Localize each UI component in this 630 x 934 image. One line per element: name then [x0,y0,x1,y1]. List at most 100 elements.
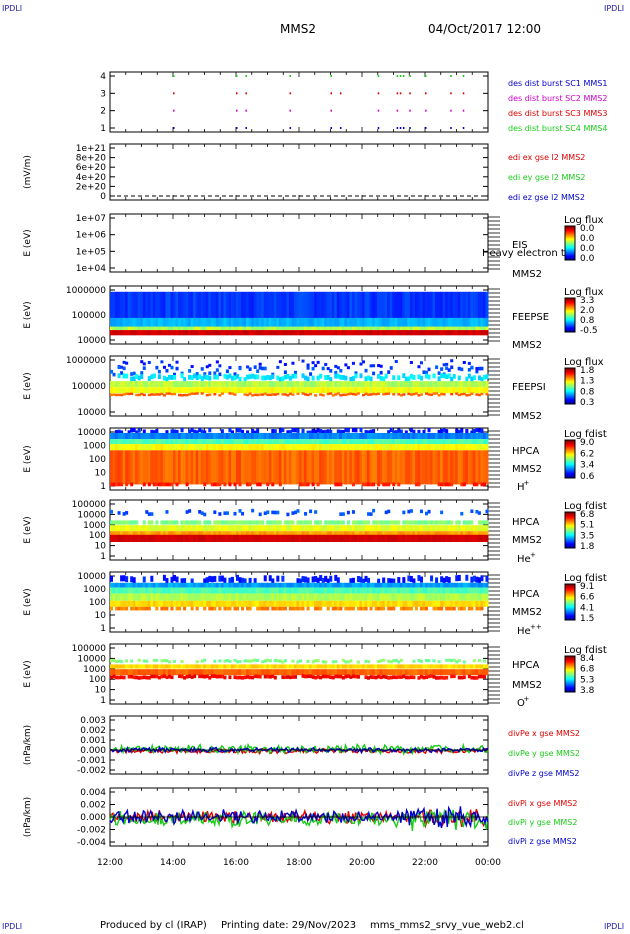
heatmap-cell [364,439,368,445]
heatmap-cell [480,587,484,594]
burst-marker [450,109,452,112]
heatmap-cell [372,450,376,485]
heatmap-cell [450,376,454,382]
heatmap-cell [218,439,222,445]
heatmap-cell [120,482,124,487]
heatmap-cell [238,482,242,487]
heatmap-cell [173,326,177,331]
heatmap-cell [246,326,250,331]
heatmap-cell [387,669,391,676]
heatmap-cell [256,369,260,373]
heatmap-cell [306,593,310,601]
heatmap-cell [188,317,192,329]
heatmap-cell [299,578,303,585]
heatmap-cell [165,439,169,445]
heatmap-cell [236,326,240,331]
heatmap-cell [354,381,358,388]
heatmap-cell [349,326,353,331]
heatmap-cell [392,291,396,321]
heatmap-cell [432,534,436,542]
colorbar-cell [565,227,575,229]
heatmap-cell [223,326,227,331]
heatmap-cell [238,387,242,394]
heatmap-cell [276,375,280,381]
heatmap-cell [215,326,219,331]
heatmap-cell [470,669,474,676]
heatmap-cell [195,600,199,607]
heatmap-cell [233,582,237,588]
heatmap-cell [377,520,381,525]
colorbar-cell [565,394,575,396]
heatmap-cell [183,520,187,525]
colorbar-cell [565,397,575,399]
heatmap-cell [389,525,393,532]
heatmap-cell [130,600,134,607]
heatmap-cell [344,660,348,664]
heatmap-cell [155,387,159,394]
heatmap-cell [402,317,406,329]
heatmap-cell [125,582,129,588]
colorbar-cell [565,371,575,373]
heatmap-cell [170,444,174,451]
heatmap-cell [175,531,179,536]
heatmap-cell [336,669,340,676]
heatmap-cell [440,326,444,331]
heatmap-cell [213,387,217,394]
heatmap-cell [414,606,418,611]
heatmap-cell [198,582,202,588]
heatmap-cell [140,669,144,676]
heatmap-cell [427,534,431,542]
heatmap-cell [117,525,121,532]
heatmap-cell [442,428,446,433]
heatmap-cell [457,675,461,680]
heatmap-cell [271,525,275,532]
heatmap-cell [414,520,418,525]
heatmap-cell [387,387,391,394]
heatmap-cell [417,291,421,321]
heatmap-cell [354,600,358,607]
colorbar-frame [564,367,576,405]
heatmap-cell [462,330,466,336]
heatmap-cell [223,381,227,388]
heatmap-cell [301,531,305,536]
heatmap-cell [452,444,456,451]
heatmap-cell [115,450,119,485]
heatmap-cell [122,512,126,516]
heatmap-cell [445,606,449,611]
heatmap-cell [425,531,429,536]
heatmap-cell [319,387,323,394]
heatmap-cell [110,606,114,611]
heatmap-cell [412,381,416,388]
heatmap-cell [188,525,192,532]
heatmap-cell [447,330,451,336]
heatmap-cell [160,525,164,532]
heatmap-cell [218,364,222,368]
heatmap-cell [465,520,469,525]
heatmap-cell [112,330,116,336]
heatmap-cell [167,534,171,542]
heatmap-cell [120,326,124,331]
heatmap-cell [462,360,466,364]
heatmap-cell [482,664,486,669]
heatmap-cell [372,675,376,680]
heatmap-cell [130,392,134,396]
heatmap-cell [329,664,333,669]
heatmap-cell [125,444,129,451]
heatmap-cell [135,534,139,542]
heatmap-cell [455,387,459,394]
heatmap-cell [477,659,481,663]
heatmap-cell [243,664,247,669]
heatmap-cell [417,582,421,588]
heatmap-cell [362,587,366,594]
heatmap-cell [120,669,124,676]
heatmap-cell [178,291,182,321]
y-tick-label: 1e+07 [76,214,106,224]
heatmap-cell [162,381,166,388]
heatmap-cell [457,393,461,397]
heatmap-cell [286,587,290,594]
heatmap-cell [402,600,406,607]
heatmap-cell [472,387,476,394]
heatmap-cell [150,531,154,536]
heatmap-cell [115,291,119,321]
heatmap-cell [346,525,350,532]
